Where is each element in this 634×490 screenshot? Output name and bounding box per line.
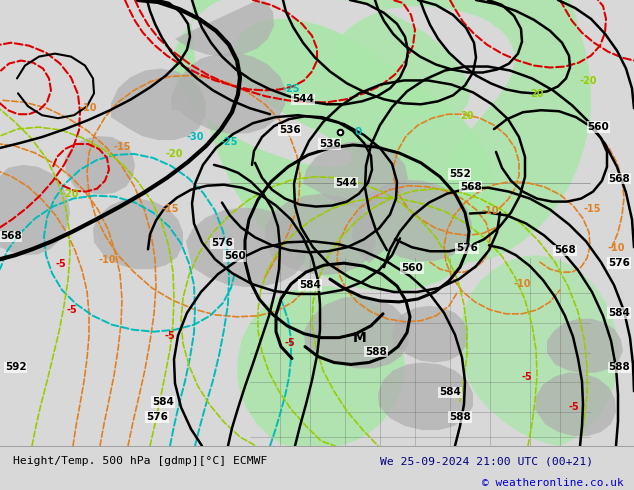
Text: 544: 544 xyxy=(335,178,357,188)
Text: -10: -10 xyxy=(79,103,97,113)
Text: 588: 588 xyxy=(449,412,471,422)
Text: 592: 592 xyxy=(5,363,27,372)
Text: M: M xyxy=(353,331,367,344)
Polygon shape xyxy=(186,208,307,287)
Polygon shape xyxy=(303,142,408,208)
Text: 20: 20 xyxy=(460,111,474,121)
Text: -20: -20 xyxy=(165,149,183,159)
Text: 568: 568 xyxy=(608,174,630,184)
Text: -10: -10 xyxy=(607,243,625,253)
Text: 560: 560 xyxy=(224,251,246,261)
Text: 560: 560 xyxy=(401,263,423,273)
Text: 584: 584 xyxy=(299,280,321,290)
Text: -10: -10 xyxy=(481,205,499,216)
Text: Height/Temp. 500 hPa [gdmp][°C] ECMWF: Height/Temp. 500 hPa [gdmp][°C] ECMWF xyxy=(13,456,267,466)
Text: -15: -15 xyxy=(161,203,179,214)
Text: We 25-09-2024 21:00 UTC (00+21): We 25-09-2024 21:00 UTC (00+21) xyxy=(380,456,593,466)
Text: -30: -30 xyxy=(186,132,204,142)
Text: © weatheronline.co.uk: © weatheronline.co.uk xyxy=(482,478,624,489)
Polygon shape xyxy=(392,306,468,363)
Polygon shape xyxy=(265,194,376,275)
Polygon shape xyxy=(0,165,70,255)
Text: 568: 568 xyxy=(554,245,576,255)
Text: 0: 0 xyxy=(354,127,361,137)
Polygon shape xyxy=(111,69,206,140)
Text: -20: -20 xyxy=(579,76,597,86)
Text: 576: 576 xyxy=(456,243,478,253)
Text: 584: 584 xyxy=(152,397,174,407)
Text: -5: -5 xyxy=(67,305,77,315)
Text: -5: -5 xyxy=(56,259,67,269)
Polygon shape xyxy=(535,372,616,436)
Text: -25: -25 xyxy=(220,137,238,147)
Text: -10: -10 xyxy=(514,279,531,289)
Text: 588: 588 xyxy=(608,363,630,372)
Polygon shape xyxy=(304,296,409,368)
Text: 576: 576 xyxy=(211,238,233,248)
Text: 568: 568 xyxy=(0,231,22,242)
Text: -5: -5 xyxy=(522,372,533,382)
Polygon shape xyxy=(547,319,623,373)
Text: -5: -5 xyxy=(569,402,579,412)
Text: 568: 568 xyxy=(460,182,482,192)
Text: 576: 576 xyxy=(146,412,168,422)
Polygon shape xyxy=(65,136,135,195)
Text: -15: -15 xyxy=(113,142,131,152)
Text: -5: -5 xyxy=(165,331,176,341)
Text: 536: 536 xyxy=(279,125,301,135)
Text: 552: 552 xyxy=(449,169,471,179)
Text: 584: 584 xyxy=(439,387,461,397)
Text: -15: -15 xyxy=(583,203,601,214)
Polygon shape xyxy=(171,52,286,134)
Text: 544: 544 xyxy=(292,94,314,104)
Text: -25: -25 xyxy=(282,84,300,95)
Text: -10: -10 xyxy=(98,255,116,265)
Text: 560: 560 xyxy=(587,122,609,132)
Polygon shape xyxy=(352,180,472,263)
Text: 20: 20 xyxy=(530,89,544,99)
Text: -20: -20 xyxy=(61,189,79,198)
Text: 588: 588 xyxy=(365,346,387,357)
Polygon shape xyxy=(378,363,473,430)
Text: 584: 584 xyxy=(608,308,630,318)
Polygon shape xyxy=(93,198,183,269)
Text: -5: -5 xyxy=(285,338,295,347)
Text: 536: 536 xyxy=(319,139,340,149)
Text: 576: 576 xyxy=(608,258,630,268)
Polygon shape xyxy=(175,0,274,57)
